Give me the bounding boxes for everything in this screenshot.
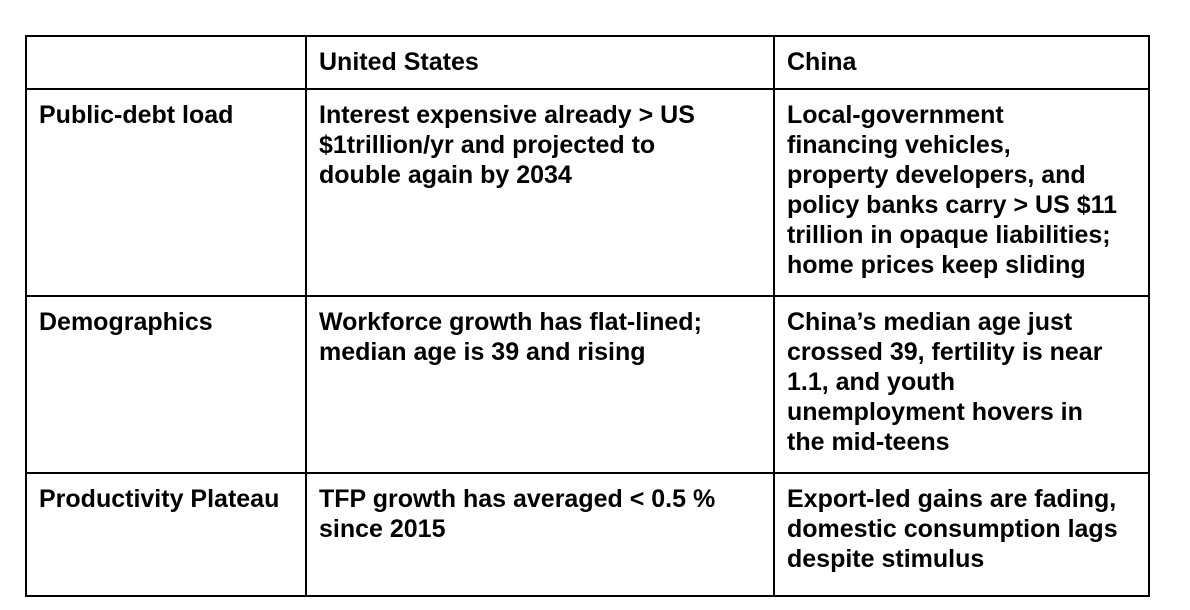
table-header-row: United States China — [25, 35, 1150, 90]
cell-public-debt-us: Interest expensive already > US $1trilli… — [305, 88, 775, 297]
cell-public-debt-china: Local-government financing vehicles, pro… — [773, 88, 1150, 297]
cell-productivity-us: TFP growth has averaged < 0.5 % since 20… — [305, 472, 775, 597]
header-cell-empty — [25, 35, 307, 90]
row-label-demographics: Demographics — [25, 295, 307, 474]
cell-demographics-us: Workforce growth has flat-lined; median … — [305, 295, 775, 474]
cell-demographics-china: China’s median age just crossed 39, fert… — [773, 295, 1150, 474]
table-row-productivity: Productivity Plateau TFP growth has aver… — [25, 472, 1150, 597]
table-row-public-debt: Public-debt load Interest expensive alre… — [25, 88, 1150, 297]
table-row-demographics: Demographics Workforce growth has flat-l… — [25, 295, 1150, 474]
row-label-public-debt: Public-debt load — [25, 88, 307, 297]
row-label-productivity: Productivity Plateau — [25, 472, 307, 597]
header-cell-china: China — [773, 35, 1150, 90]
comparison-table: United States China Public-debt load Int… — [25, 35, 1150, 597]
cell-productivity-china: Export-led gains are fading, domestic co… — [773, 472, 1150, 597]
header-cell-united-states: United States — [305, 35, 775, 90]
